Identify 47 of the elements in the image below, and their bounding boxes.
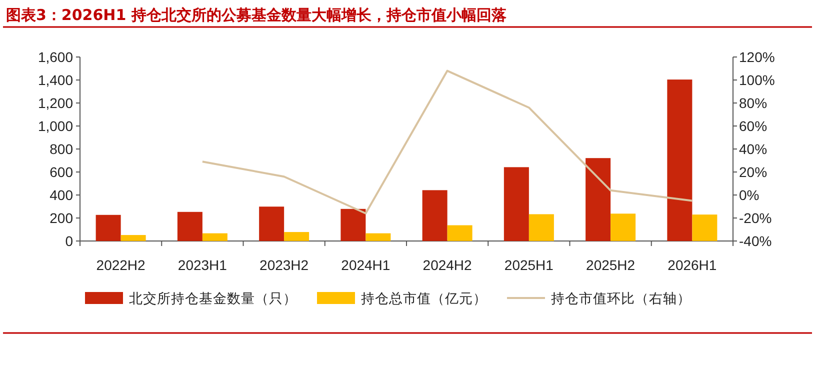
chart-title: 图表3：2026H1 持仓北交所的公募基金数量大幅增长，持仓市值小幅回落 — [6, 6, 508, 24]
bar — [259, 206, 284, 241]
legend-label: 持仓市值环比（右轴） — [551, 291, 691, 307]
bar — [284, 232, 310, 241]
legend-label: 持仓总市值（亿元） — [361, 291, 487, 307]
bar — [177, 212, 202, 241]
x-tick-label: 2022H2 — [96, 257, 146, 273]
x-tick-label: 2024H2 — [422, 257, 472, 273]
y-tick-label: 400 — [50, 187, 74, 203]
legend-label: 北交所持仓基金数量（只） — [129, 291, 297, 307]
y2-tick-label: 80% — [739, 95, 768, 111]
y2-tick-label: 40% — [739, 141, 768, 157]
y2-tick-label: 0% — [739, 187, 760, 203]
bar — [422, 190, 448, 241]
bar — [366, 233, 391, 241]
bar — [120, 235, 146, 241]
bar — [610, 214, 636, 241]
bar — [692, 214, 718, 241]
bar — [96, 214, 121, 241]
y-tick-label: 800 — [50, 141, 74, 157]
y-tick-label: 1,600 — [38, 49, 74, 65]
y-tick-label: 1,400 — [38, 72, 74, 88]
bar — [340, 208, 366, 241]
bar — [202, 233, 228, 241]
x-tick-label: 2026H1 — [668, 257, 717, 273]
y-tick-label: 1,200 — [38, 95, 74, 111]
bar — [504, 167, 529, 241]
x-tick-label: 2025H2 — [586, 257, 636, 273]
bar — [667, 80, 692, 241]
y-tick-label: 200 — [50, 210, 74, 226]
y-tick-label: 600 — [50, 164, 74, 180]
line-series — [201, 70, 694, 214]
y2-tick-label: 60% — [739, 118, 768, 134]
bar — [586, 158, 611, 241]
y-tick-label: 0 — [65, 233, 74, 249]
x-tick-label: 2024H1 — [341, 257, 390, 273]
y2-tick-label: -20% — [739, 210, 772, 226]
y-tick-label: 1,000 — [38, 118, 74, 134]
y2-tick-label: 20% — [739, 164, 768, 180]
x-tick-label: 2025H1 — [504, 257, 554, 273]
x-tick-label: 2023H2 — [260, 257, 309, 273]
x-tick-label: 2023H1 — [178, 257, 228, 273]
bar — [447, 225, 472, 241]
y2-tick-label: 100% — [739, 72, 775, 88]
y2-tick-label: 120% — [739, 49, 775, 65]
y2-tick-label: -40% — [739, 233, 772, 249]
bar — [528, 214, 554, 241]
